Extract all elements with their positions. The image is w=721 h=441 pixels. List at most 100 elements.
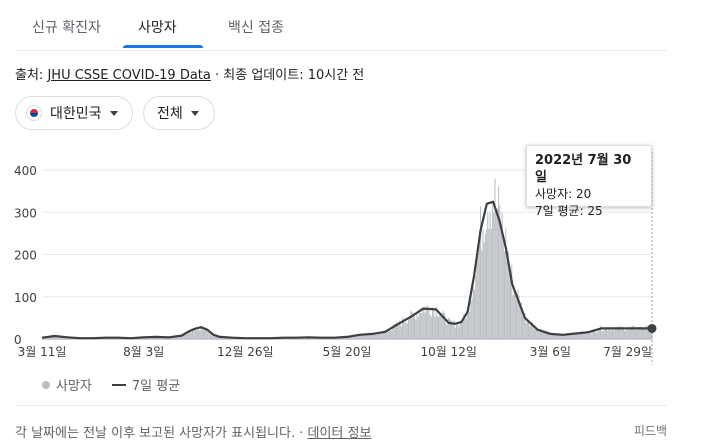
daily-bar [390, 330, 392, 339]
daily-bar [357, 334, 359, 339]
daily-bar [640, 329, 642, 339]
daily-bar [459, 320, 461, 339]
daily-bar [182, 334, 184, 339]
daily-bar [487, 213, 489, 339]
daily-bar [625, 330, 627, 339]
daily-bar [363, 333, 365, 339]
daily-bar [591, 330, 593, 339]
daily-bar [638, 329, 640, 339]
daily-bar [506, 260, 508, 339]
scope-dropdown[interactable]: 전체 [143, 96, 215, 130]
daily-bar [624, 330, 626, 339]
daily-bar [206, 329, 208, 339]
source-line: 출처: JHU CSSE COVID-19 Data · 최종 업데이트: 10… [15, 64, 364, 83]
daily-bar [430, 316, 432, 339]
x-tick-label: 5월 20일 [323, 345, 372, 359]
daily-bar [493, 212, 495, 339]
daily-bar [590, 333, 592, 339]
deaths-chart[interactable]: 0 100 200 300 400 3월 11일 8월 3일 12월 26일 5월 20일 10월… [0, 140, 721, 365]
daily-bar [398, 320, 400, 339]
daily-bar [439, 315, 441, 339]
daily-bar [476, 257, 478, 339]
tab-new-cases[interactable]: 신규 확진자 [32, 20, 101, 36]
daily-bar [586, 331, 588, 339]
daily-bar [494, 178, 496, 339]
daily-bar [561, 333, 563, 339]
daily-bar [470, 301, 472, 339]
daily-bar [211, 331, 213, 339]
daily-bar [468, 305, 470, 339]
daily-bars [42, 178, 653, 339]
daily-bar [428, 308, 430, 339]
daily-bar [524, 312, 526, 339]
y-tick-label: 0 [14, 333, 22, 347]
daily-bar [648, 331, 650, 339]
daily-bar [496, 208, 498, 339]
daily-bar [550, 334, 552, 339]
daily-bar [477, 247, 479, 339]
country-dropdown[interactable]: 대한민국 [15, 96, 133, 130]
daily-bar [48, 336, 50, 339]
daily-bar [507, 250, 509, 339]
data-info-link[interactable]: 데이터 정보 [307, 426, 372, 441]
daily-bar [584, 332, 586, 339]
daily-bar [352, 336, 354, 339]
daily-bar [186, 332, 188, 339]
daily-bar [414, 313, 416, 339]
daily-bar [429, 314, 431, 339]
daily-bar [472, 286, 474, 339]
daily-bar [592, 329, 594, 339]
daily-bar [391, 330, 393, 339]
daily-bar [630, 327, 632, 339]
daily-bar [373, 332, 375, 339]
daily-bar [387, 329, 389, 339]
daily-bar [54, 336, 56, 339]
daily-bar [566, 333, 568, 339]
daily-bar [358, 335, 360, 339]
daily-bar [392, 327, 394, 339]
daily-bar [609, 328, 611, 339]
daily-bar [544, 333, 546, 339]
source-link[interactable]: JHU CSSE COVID-19 Data [47, 68, 211, 83]
daily-bar [218, 336, 220, 339]
daily-bar [162, 337, 164, 339]
daily-bar [366, 333, 368, 339]
feedback-link[interactable]: 피드백 [633, 424, 667, 438]
daily-bar [531, 321, 533, 339]
daily-bar [541, 331, 543, 339]
daily-bar [424, 312, 426, 339]
daily-bar [405, 322, 407, 339]
daily-bar [423, 306, 425, 339]
tab-bar: 신규 확진자 사망자 백신 접종 [15, 0, 667, 51]
tab-vaccination[interactable]: 백신 접종 [228, 20, 284, 36]
daily-bar [426, 306, 428, 339]
daily-bar [565, 334, 567, 339]
daily-bar [619, 329, 621, 339]
daily-bar [462, 322, 464, 339]
daily-bar [528, 322, 530, 339]
daily-bar [178, 336, 180, 339]
daily-bar [402, 317, 404, 339]
daily-bar [445, 322, 447, 339]
chart-tooltip: 2022년 7월 30일 사망자: 20 7일 평균: 25 [526, 145, 652, 218]
daily-bar [499, 205, 501, 339]
daily-bar [580, 331, 582, 339]
daily-bar [578, 333, 580, 339]
daily-bar [650, 329, 652, 339]
daily-bar [482, 229, 484, 339]
daily-bar [195, 326, 197, 339]
daily-bar [602, 330, 604, 339]
daily-bar [384, 330, 386, 339]
daily-bar [177, 336, 179, 339]
x-tick-label: 3월 6일 [530, 345, 571, 359]
daily-bar [189, 330, 191, 339]
daily-bar [645, 325, 647, 339]
daily-bar [457, 321, 459, 339]
daily-bar [375, 333, 377, 339]
daily-bar [505, 228, 507, 339]
daily-bar [594, 329, 596, 339]
daily-bar [525, 322, 527, 339]
daily-bar [492, 205, 494, 339]
daily-bar [52, 336, 54, 339]
tab-deaths[interactable]: 사망자 [138, 20, 177, 36]
